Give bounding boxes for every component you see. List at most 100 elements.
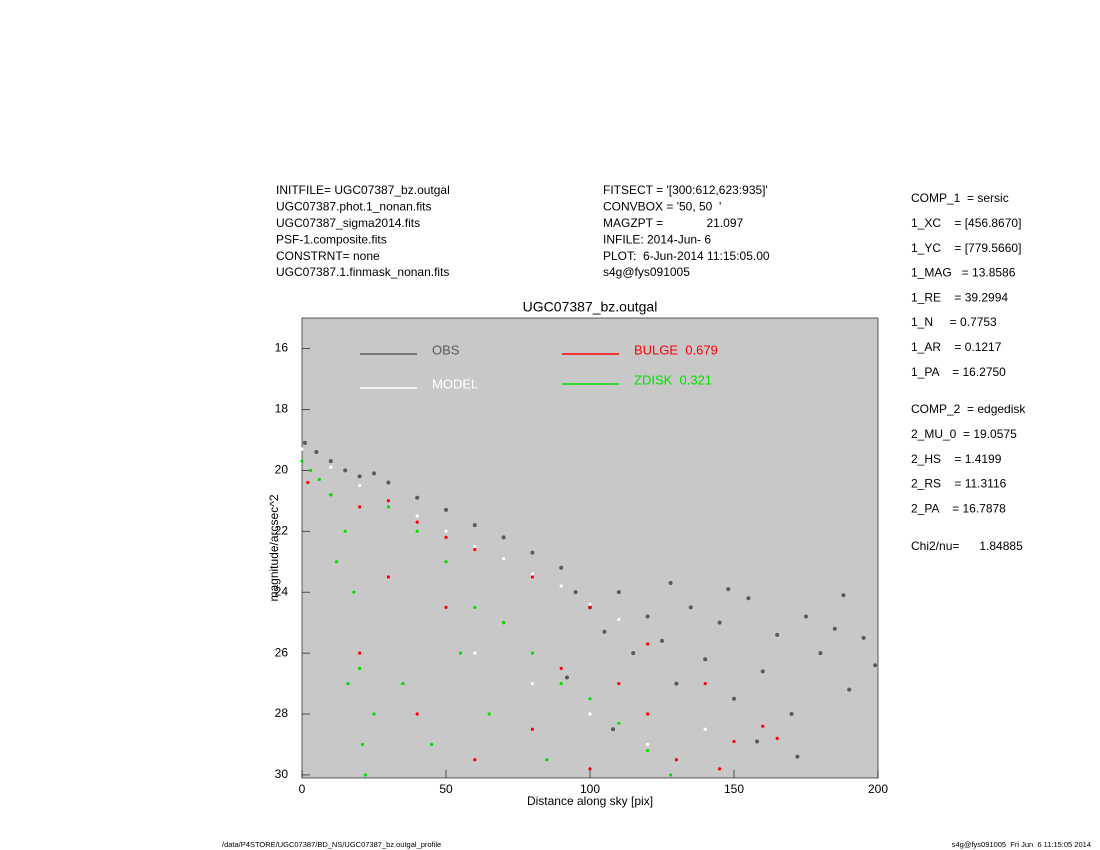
data-point: [473, 544, 477, 549]
data-point: [789, 712, 794, 717]
data-point: [386, 480, 391, 485]
fit-parameter: Chi2/nu= 1.84885: [911, 539, 1023, 553]
data-point: [775, 736, 779, 740]
data-point: [444, 507, 448, 512]
data-point: [602, 629, 607, 634]
data-point: [718, 767, 722, 771]
data-point: [530, 550, 535, 555]
data-point: [732, 696, 736, 701]
header-line: MAGZPT = 21.097: [603, 216, 743, 230]
data-point: [669, 773, 673, 777]
data-point: [444, 605, 448, 610]
x-axis-label: Distance along sky [pix]: [527, 794, 653, 808]
data-point: [530, 681, 535, 686]
header-line: UGC07387.1.finmask_nonan.fits: [276, 265, 449, 279]
data-point: [617, 681, 621, 686]
x-tick-label: 200: [868, 782, 888, 796]
data-point: [314, 450, 319, 455]
fit-parameter: 2_RS = 11.3116: [911, 477, 1007, 491]
data-point: [703, 657, 708, 662]
data-point: [302, 440, 307, 445]
data-point: [473, 758, 477, 762]
data-point: [645, 614, 650, 619]
data-point: [688, 605, 693, 610]
data-point: [502, 621, 506, 625]
data-point: [755, 739, 760, 744]
data-point: [386, 499, 390, 503]
data-point: [415, 514, 419, 518]
fit-parameter: 1_AR = 0.1217: [911, 340, 1002, 354]
x-tick-label: 150: [724, 782, 744, 796]
data-point: [559, 565, 564, 570]
data-point: [363, 773, 367, 777]
data-point: [732, 739, 736, 744]
legend-label: BULGE 0.679: [634, 342, 718, 357]
header-line: UGC07387.phot.1_nonan.fits: [276, 200, 431, 214]
y-tick-label: 26: [275, 645, 289, 659]
data-point: [430, 742, 434, 747]
data-point: [386, 505, 390, 509]
data-point: [306, 480, 310, 485]
data-point: [588, 697, 592, 701]
fit-parameter: COMP_1 = sersic: [911, 191, 1009, 205]
data-point: [746, 596, 751, 601]
x-tick-label: 100: [580, 782, 600, 796]
data-point: [847, 687, 852, 692]
fit-parameter: 1_YC = [779.5660]: [911, 241, 1021, 255]
data-point: [358, 651, 362, 655]
data-point: [588, 767, 592, 771]
header-line: CONSTRNT= none: [276, 249, 380, 263]
data-point: [559, 666, 563, 670]
data-point: [329, 465, 333, 469]
data-point: [415, 712, 419, 716]
y-tick-label: 16: [275, 341, 289, 355]
legend-label: MODEL: [432, 376, 478, 391]
footer-left: /data/P4STORE/UGC07387/BD_NS/UGC07387_bz…: [222, 840, 441, 849]
fit-parameter: 1_RE = 39.2994: [911, 290, 1008, 304]
data-point: [358, 505, 362, 509]
data-point: [473, 605, 477, 610]
fit-parameter: 2_HS = 1.4199: [911, 452, 1002, 466]
data-point: [775, 632, 780, 637]
data-point: [832, 626, 837, 631]
header-line: CONVBOX = '50, 50 ': [603, 200, 721, 214]
data-point: [545, 758, 549, 762]
data-point: [646, 712, 650, 716]
data-point: [616, 590, 621, 595]
y-tick-label: 20: [275, 462, 289, 476]
data-point: [530, 727, 535, 731]
y-tick-label: 22: [275, 523, 289, 537]
data-point: [328, 459, 333, 464]
data-point: [329, 493, 333, 497]
data-point: [861, 635, 866, 640]
data-point: [873, 663, 878, 668]
data-point: [726, 587, 731, 592]
fit-parameter: 1_MAG = 13.8586: [911, 266, 1016, 280]
legend-label: OBS: [432, 342, 460, 357]
data-point: [501, 535, 506, 540]
header-line: UGC07387_sigma2014.fits: [276, 216, 420, 230]
data-point: [334, 560, 339, 564]
data-point: [358, 483, 362, 488]
data-point: [617, 617, 621, 622]
data-point: [646, 748, 650, 753]
data-point: [530, 575, 535, 579]
data-point: [559, 681, 563, 686]
data-point: [795, 754, 800, 759]
data-point: [372, 471, 376, 476]
data-point: [588, 605, 592, 610]
data-point: [444, 535, 448, 539]
data-point: [372, 712, 376, 716]
data-point: [343, 529, 347, 533]
data-point: [674, 758, 679, 762]
data-point: [588, 712, 592, 716]
data-point: [611, 727, 616, 732]
header-line: PLOT: 6-Jun-2014 11:15:05.00: [603, 249, 770, 263]
x-tick-label: 50: [439, 782, 453, 796]
data-point: [473, 651, 477, 655]
data-point: [573, 590, 578, 595]
data-point: [761, 724, 765, 728]
data-point: [660, 638, 664, 643]
data-point: [530, 651, 535, 655]
